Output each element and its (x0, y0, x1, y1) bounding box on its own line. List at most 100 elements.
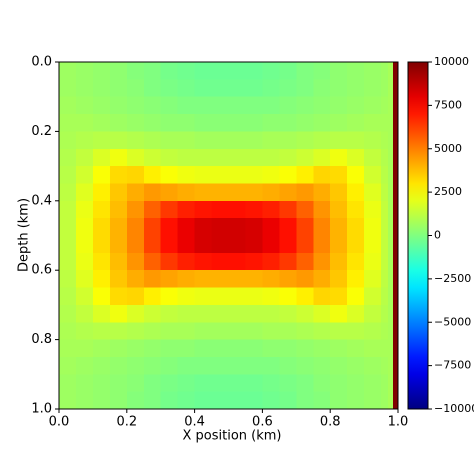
heatmap-cell (262, 166, 280, 184)
heatmap-cell (381, 131, 389, 150)
heatmap-cell (211, 356, 229, 375)
colorbar-tick-label: 2500 (434, 185, 462, 198)
heatmap-cell (313, 96, 331, 115)
heatmap-cell (296, 131, 314, 150)
heatmap-cell (75, 356, 94, 375)
heatmap-cell (262, 148, 280, 167)
heatmap-cell (143, 62, 162, 80)
heatmap-cell (126, 374, 145, 393)
heatmap-cell (126, 218, 145, 236)
heatmap-cell (387, 356, 394, 375)
heatmap-cell (313, 252, 331, 271)
heatmap-cell (330, 391, 348, 410)
heatmap-cell (330, 339, 348, 358)
heatmap-cell (75, 79, 94, 98)
heatmap-cell (109, 166, 128, 184)
heatmap-cell (364, 252, 382, 271)
heatmap-cell (347, 148, 365, 167)
heatmap-cell (143, 114, 162, 132)
heatmap-cell (330, 287, 348, 306)
heatmap-cell (228, 374, 246, 393)
heatmap-cell (392, 304, 399, 323)
heatmap-cell (313, 391, 331, 410)
heatmap-cell (177, 391, 196, 410)
heatmap-cell (381, 200, 389, 219)
heatmap-cell (313, 322, 331, 341)
heatmap-cell (143, 322, 162, 341)
heatmap-cell (228, 218, 246, 236)
heatmap-cell (330, 374, 348, 393)
heatmap-cell (387, 339, 394, 358)
heatmap-cell (347, 322, 365, 341)
heatmap-cell (245, 148, 263, 167)
heatmap-cell (296, 183, 314, 202)
heatmap-cell (262, 374, 280, 393)
heatmap-cell (296, 391, 314, 410)
heatmap-cell (296, 287, 314, 306)
heatmap-cell (194, 391, 213, 410)
heatmap-cell (245, 270, 263, 289)
heatmap-cell (177, 96, 196, 115)
heatmap-cell (177, 114, 196, 132)
y-tick-label: 0.2 (31, 124, 52, 139)
heatmap-cell (126, 304, 145, 323)
heatmap-cell (364, 218, 382, 236)
heatmap-cell (211, 270, 229, 289)
heatmap-cell (109, 356, 128, 375)
heatmap-cell (364, 374, 382, 393)
heatmap-cell (381, 304, 389, 323)
heatmap-cell (262, 114, 280, 132)
heatmap-cell (313, 79, 331, 98)
heatmap-cell (387, 235, 394, 254)
heatmap-cell (126, 79, 145, 98)
heatmap-cell (160, 114, 179, 132)
heatmap-cell (296, 114, 314, 132)
heatmap-cell (245, 356, 263, 375)
heatmap-cell (313, 374, 331, 393)
heatmap-cell (347, 62, 365, 80)
heatmap-cell (143, 235, 162, 254)
heatmap-cell (279, 200, 297, 219)
heatmap-cell (313, 148, 331, 167)
heatmap-cell (364, 131, 382, 150)
colorbar (407, 61, 429, 410)
heatmap-cell (194, 166, 213, 184)
heatmap-cell (143, 200, 162, 219)
heatmap-cell (364, 270, 382, 289)
heatmap-cell (75, 183, 94, 202)
heatmap-cell (364, 200, 382, 219)
heatmap-cell (194, 270, 213, 289)
heatmap-cell (109, 235, 128, 254)
heatmap-cell (262, 287, 280, 306)
heatmap-cell (59, 166, 77, 184)
heatmap-cell (313, 131, 331, 150)
heatmap-cell (313, 235, 331, 254)
x-tick-label: 0.2 (116, 415, 137, 430)
heatmap-cell (109, 200, 128, 219)
heatmap-cell (143, 270, 162, 289)
heatmap-cell (387, 131, 394, 150)
heatmap-cell (126, 235, 145, 254)
heatmap-cell (228, 131, 246, 150)
heatmap-cell (194, 62, 213, 80)
heatmap-cell (387, 287, 394, 306)
heatmap (59, 62, 399, 410)
heatmap-cell (126, 270, 145, 289)
heatmap-cell (211, 235, 229, 254)
heatmap-cell (279, 322, 297, 341)
heatmap-cell (59, 322, 77, 341)
heatmap-cell (279, 235, 297, 254)
heatmap-cell (160, 252, 179, 271)
heatmap-cell (381, 166, 389, 184)
heatmap-cell (194, 218, 213, 236)
heatmap-cell (279, 374, 297, 393)
heatmap-cell (392, 235, 399, 254)
heatmap-cell (194, 131, 213, 150)
y-tick-label: 0.6 (31, 263, 52, 278)
heatmap-cell (143, 218, 162, 236)
heatmap-cell (313, 218, 331, 236)
heatmap-cell (75, 114, 94, 132)
y-axis-label: Depth (km) (17, 198, 32, 272)
heatmap-cell (177, 218, 196, 236)
